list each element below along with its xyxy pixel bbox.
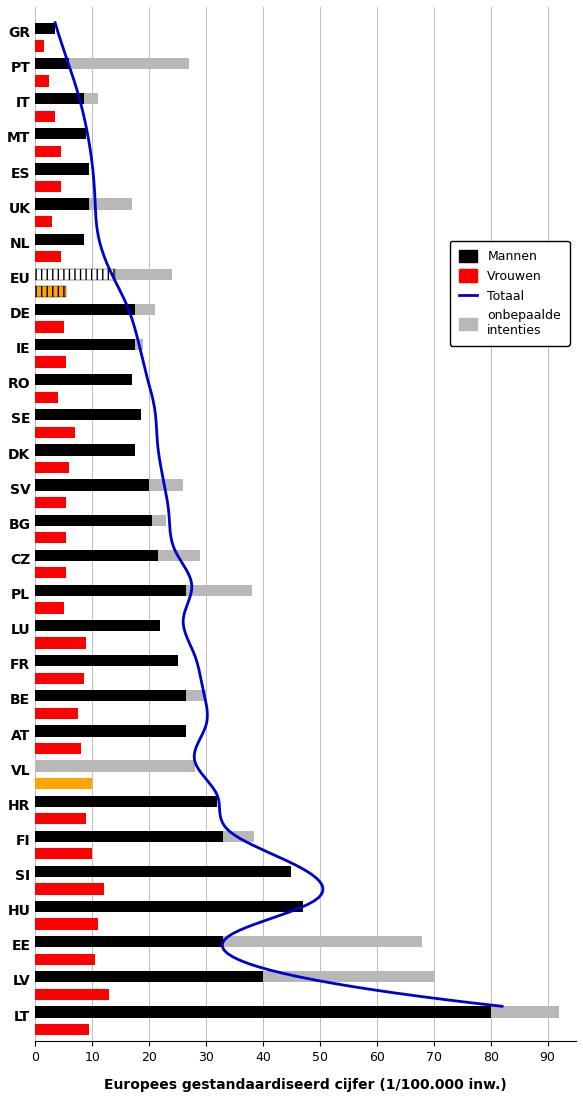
Bar: [35, 690, 206, 701]
Bar: [35, 409, 104, 421]
Bar: [35, 673, 83, 684]
Bar: [35, 233, 83, 245]
Bar: [35, 725, 186, 736]
Bar: [35, 532, 66, 543]
Bar: [35, 655, 177, 666]
Bar: [35, 831, 254, 842]
Bar: [35, 585, 186, 596]
Bar: [35, 637, 86, 648]
Bar: [35, 585, 251, 596]
Bar: [35, 111, 55, 122]
Bar: [35, 479, 149, 490]
Bar: [35, 936, 422, 947]
Bar: [35, 866, 58, 877]
Bar: [35, 462, 69, 473]
Bar: [35, 497, 66, 508]
Bar: [35, 93, 83, 104]
Bar: [35, 761, 163, 771]
Bar: [35, 602, 64, 613]
Bar: [35, 550, 157, 560]
Bar: [35, 954, 95, 965]
Bar: [35, 181, 61, 192]
Bar: [35, 199, 132, 210]
Bar: [35, 391, 58, 403]
Bar: [35, 303, 154, 315]
Bar: [35, 268, 172, 280]
Bar: [35, 321, 64, 333]
Bar: [35, 901, 303, 912]
Bar: [35, 690, 186, 701]
Bar: [35, 268, 115, 280]
Bar: [35, 866, 292, 877]
Bar: [35, 338, 143, 351]
Bar: [35, 374, 132, 386]
Legend: Mannen, Vrouwen, Totaal, onbepaalde
intenties: Mannen, Vrouwen, Totaal, onbepaalde inte…: [450, 241, 570, 346]
Bar: [35, 303, 135, 315]
Bar: [35, 338, 135, 351]
Bar: [35, 848, 92, 859]
Bar: [35, 778, 92, 789]
X-axis label: Europees gestandaardiseerd cijfer (1/100.000 inw.): Europees gestandaardiseerd cijfer (1/100…: [104, 1078, 507, 1092]
Bar: [35, 251, 61, 263]
Bar: [35, 479, 183, 490]
Bar: [35, 41, 44, 52]
Bar: [35, 708, 78, 719]
Bar: [35, 129, 86, 140]
Bar: [35, 936, 223, 947]
Bar: [35, 444, 135, 455]
Bar: [35, 884, 104, 895]
Bar: [35, 164, 89, 175]
Bar: [35, 1024, 89, 1035]
Bar: [35, 901, 47, 912]
Bar: [35, 514, 166, 525]
Bar: [35, 796, 217, 807]
Bar: [35, 972, 263, 983]
Bar: [35, 409, 141, 421]
Bar: [35, 23, 55, 34]
Bar: [35, 743, 80, 754]
Bar: [35, 58, 69, 69]
Bar: [35, 1007, 491, 1018]
Bar: [35, 813, 86, 824]
Bar: [35, 444, 104, 455]
Bar: [35, 514, 152, 525]
Bar: [35, 919, 98, 930]
Bar: [35, 972, 434, 983]
Bar: [35, 286, 66, 298]
Bar: [35, 58, 189, 69]
Bar: [35, 199, 89, 210]
Bar: [35, 761, 195, 771]
Bar: [35, 989, 109, 1000]
Bar: [35, 93, 98, 104]
Bar: [35, 655, 92, 666]
Bar: [35, 1007, 559, 1018]
Bar: [35, 215, 52, 227]
Bar: [35, 620, 160, 631]
Bar: [35, 426, 75, 439]
Bar: [35, 146, 61, 157]
Bar: [35, 567, 66, 578]
Bar: [35, 76, 50, 87]
Bar: [35, 831, 223, 842]
Bar: [35, 550, 201, 560]
Bar: [35, 356, 66, 368]
